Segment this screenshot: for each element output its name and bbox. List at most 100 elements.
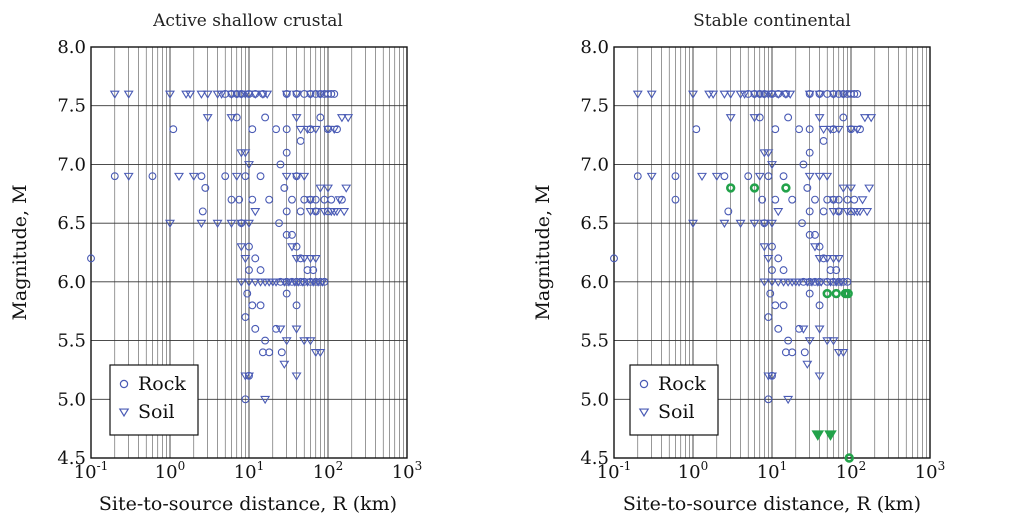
rock-point: [805, 277, 814, 286]
soil-point: [315, 90, 326, 99]
y-tick-label: 7.5: [580, 96, 609, 117]
soil-point: [279, 360, 290, 369]
rock-point: [330, 90, 339, 98]
highlight-triangle-point: [811, 430, 825, 441]
rock-point: [169, 125, 178, 134]
rock-point: [771, 301, 780, 310]
x-axis-label: Site-to-source distance, R (km): [99, 493, 397, 515]
rock-point: [282, 207, 291, 216]
series-highlight: [811, 430, 837, 441]
chart-title: Active shallow crustal: [152, 11, 343, 31]
x-tick-exponent: -1: [620, 459, 632, 473]
series-soil: [109, 90, 354, 405]
rock-point: [771, 195, 780, 204]
soil-point: [814, 90, 825, 99]
soil-point: [250, 208, 261, 217]
soil-point: [864, 184, 875, 193]
rock-point: [110, 172, 119, 181]
y-axis-label: Magnitude, M: [532, 184, 554, 320]
rock-point: [282, 230, 291, 239]
soil-point: [814, 255, 825, 264]
rock-point: [316, 113, 325, 122]
soil-point: [281, 337, 292, 346]
soil-point: [763, 149, 774, 158]
rock-point: [764, 313, 773, 322]
soil-point: [317, 278, 328, 287]
rock-point: [251, 254, 260, 263]
soil-point: [852, 125, 863, 135]
rock-point: [805, 125, 814, 134]
rock-point: [276, 160, 285, 169]
soil-point: [226, 219, 237, 229]
rock-point: [243, 289, 252, 298]
soil-point: [299, 255, 310, 264]
soil-point: [196, 90, 207, 99]
rock-point: [766, 289, 775, 298]
soil-point: [785, 90, 796, 99]
rock-point: [671, 172, 680, 181]
soil-point: [825, 125, 836, 135]
rock-point: [850, 195, 859, 204]
rock-point: [853, 90, 862, 98]
rock-point: [779, 301, 788, 310]
soil-point: [291, 172, 302, 182]
soil-point: [831, 278, 842, 287]
soil-point: [339, 208, 350, 217]
series-highlight: [725, 183, 854, 463]
rock-point: [261, 113, 270, 122]
chart-panel-2: Stable continental 4.5 5.0 5.5 6.0 6.5 7.0 7.5 8…: [532, 11, 945, 515]
soil-point: [719, 219, 730, 229]
rock-point: [227, 195, 236, 204]
y-tick-label: 8.0: [580, 37, 609, 58]
legend-box: [109, 364, 199, 436]
soil-point: [833, 255, 844, 264]
legend-soil-marker: [118, 408, 130, 418]
rock-point: [805, 230, 814, 239]
x-tick-base: 10: [155, 462, 178, 483]
soil-point: [697, 172, 707, 182]
x-tick-label: 100: [678, 459, 709, 483]
x-tick-label: 100: [155, 459, 186, 483]
rock-point: [724, 207, 733, 216]
x-tick-base: 10: [313, 462, 336, 483]
rock-point: [800, 348, 809, 357]
soil-point: [244, 90, 254, 99]
soil-point: [305, 337, 316, 346]
rock-point: [241, 395, 250, 404]
x-tick-label: 101: [757, 459, 788, 483]
rock-point: [256, 301, 265, 310]
soil-point: [783, 395, 794, 405]
rock-point: [819, 207, 828, 216]
rock-point: [788, 348, 797, 357]
rock-point: [798, 219, 806, 228]
soil-point: [283, 278, 294, 287]
rock-point: [839, 113, 848, 122]
legend-label: Soil: [658, 401, 695, 423]
soil-point: [810, 243, 820, 252]
soil-point: [838, 348, 849, 358]
rock-point: [256, 172, 265, 181]
rock-point: [805, 148, 814, 157]
rock-point: [275, 219, 283, 228]
soil-point: [236, 278, 247, 287]
soil-point: [305, 90, 316, 99]
rock-point: [610, 254, 618, 263]
series-soil: [632, 90, 877, 405]
soil-point: [828, 90, 839, 99]
soil-point: [343, 114, 354, 123]
soil-point: [281, 90, 292, 99]
soil-point: [725, 90, 736, 99]
soil-point: [646, 172, 657, 182]
x-tick-base: 10: [234, 462, 257, 483]
soil-point: [814, 325, 825, 334]
soil-point: [838, 90, 849, 99]
highlight-circle-point: [781, 183, 791, 193]
rock-point: [245, 242, 253, 251]
rock-point: [311, 277, 320, 286]
rock-point: [265, 195, 274, 204]
series-rock: [87, 90, 346, 404]
soil-point: [240, 149, 251, 158]
soil-point: [859, 114, 870, 123]
x-tick-exponent: 1: [257, 459, 265, 473]
rock-point: [327, 90, 336, 98]
